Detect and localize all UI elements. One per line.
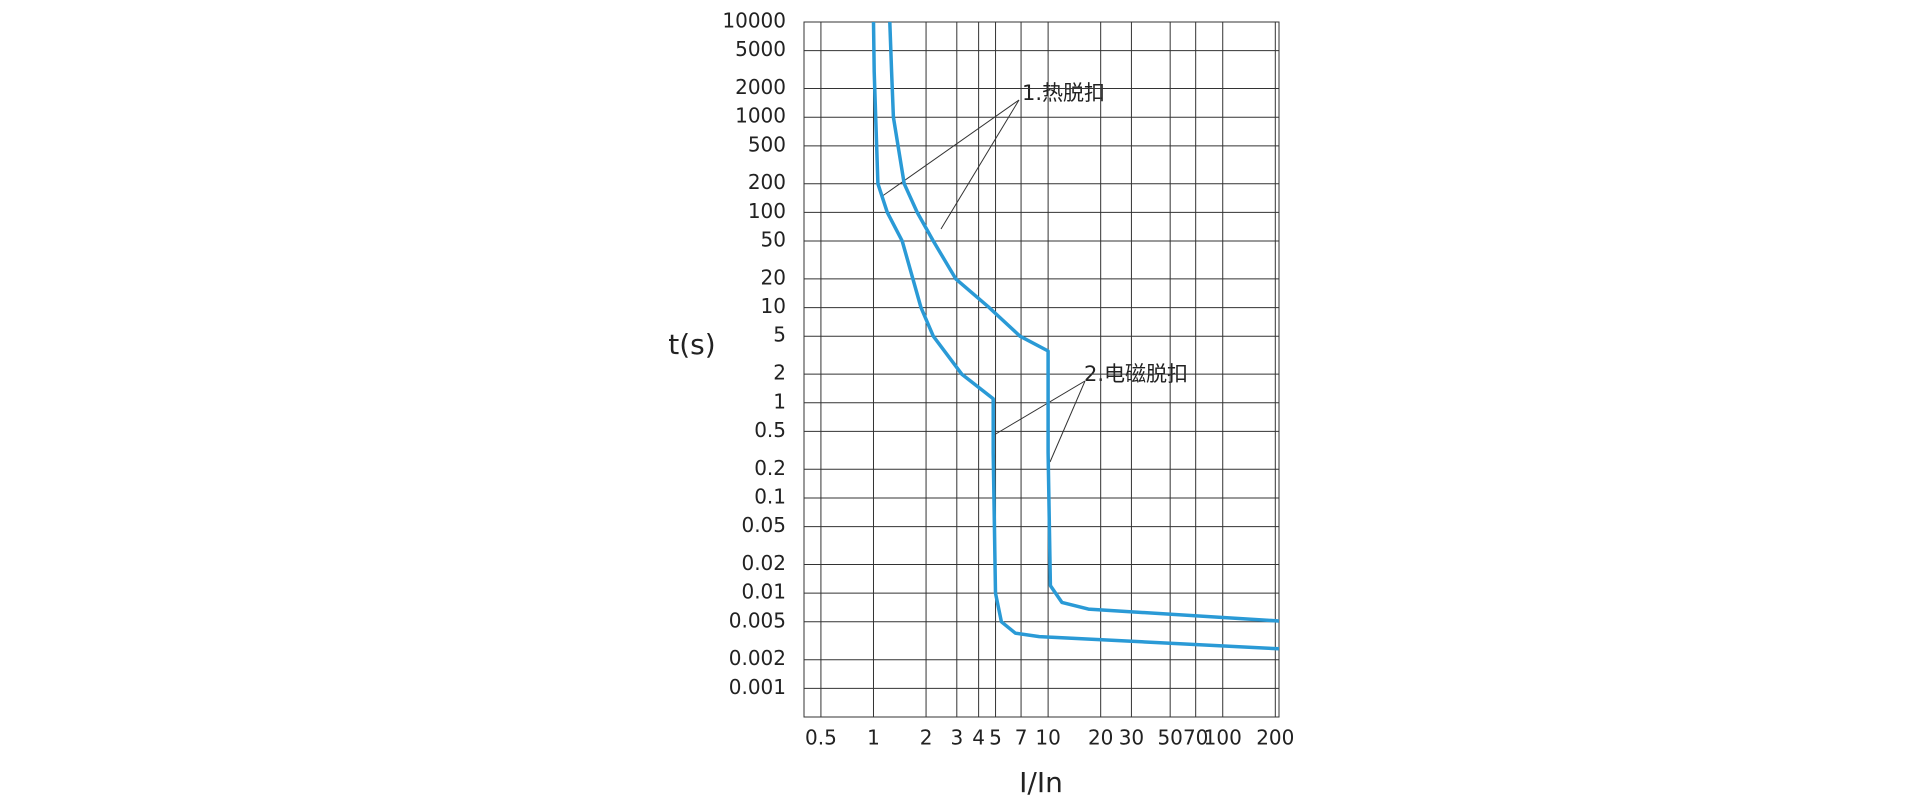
annotation: 1.热脱扣 [1022, 81, 1105, 105]
x-tick-label: 70 [1183, 726, 1208, 750]
x-axis-label: I/In [1019, 766, 1063, 799]
x-tick-label: 20 [1088, 726, 1113, 750]
curve [888, 21, 1280, 623]
y-tick-label: 0.002 [729, 646, 786, 670]
x-tick-label: 100 [1204, 726, 1242, 750]
x-tick-label: 0.5 [805, 726, 837, 750]
leader-line [940, 99, 1020, 230]
y-tick-label: 0.005 [729, 608, 786, 632]
y-tick-label: 1 [773, 389, 786, 413]
x-tick-label: 2 [920, 726, 933, 750]
y-tick-label: 5000 [735, 37, 786, 61]
x-tick-label: 30 [1119, 726, 1144, 750]
x-tick-label: 200 [1256, 726, 1294, 750]
y-tick-label: 500 [748, 132, 786, 156]
y-tick-label: 100 [748, 199, 786, 223]
y-tick-label: 1000 [735, 104, 786, 128]
leader-line [1049, 380, 1086, 463]
y-tick-label: 2 [773, 361, 786, 385]
x-tick-label: 10 [1035, 726, 1060, 750]
y-tick-label: 10000 [722, 9, 786, 33]
y-tick-label: 20 [761, 265, 786, 289]
y-axis-label: t(s) [668, 328, 715, 361]
x-tick-label: 7 [1015, 726, 1028, 750]
x-tick-label: 50 [1157, 726, 1182, 750]
y-tick-label: 10 [761, 294, 786, 318]
leader-line [993, 380, 1086, 436]
y-tick-label: 2000 [735, 75, 786, 99]
y-tick-label: 0.1 [754, 484, 786, 508]
y-tick-label: 0.05 [741, 513, 786, 537]
y-tick-label: 0.5 [754, 418, 786, 442]
y-tick-label: 0.02 [741, 551, 786, 575]
y-tick-label: 200 [748, 170, 786, 194]
x-tick-label: 4 [972, 726, 985, 750]
x-tick-label: 3 [950, 726, 963, 750]
y-tick-label: 5 [773, 323, 786, 347]
y-tick-label: 50 [761, 228, 786, 252]
y-tick-label: 0.01 [741, 580, 786, 604]
x-tick-label: 1 [867, 726, 880, 750]
y-tick-label: 0.001 [729, 675, 786, 699]
leader-line [880, 99, 1020, 198]
y-tick-label: 0.2 [754, 456, 786, 480]
curve [871, 21, 1280, 651]
x-tick-label: 5 [989, 726, 1002, 750]
